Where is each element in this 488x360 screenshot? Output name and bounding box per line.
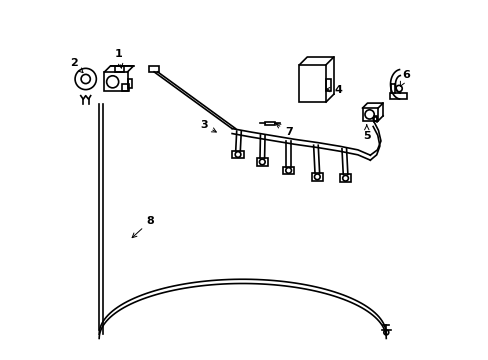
Bar bbox=[325, 79, 331, 91]
Bar bbox=[339, 174, 350, 182]
Bar bbox=[264, 122, 274, 125]
Text: 1: 1 bbox=[115, 49, 122, 68]
Bar bbox=[115, 66, 124, 72]
Bar bbox=[389, 93, 406, 99]
Bar bbox=[283, 167, 294, 174]
Bar bbox=[311, 173, 322, 181]
Text: 7: 7 bbox=[276, 123, 292, 137]
Bar bbox=[299, 65, 325, 102]
Bar bbox=[104, 72, 127, 91]
Bar bbox=[122, 84, 128, 91]
Bar bbox=[362, 108, 377, 121]
Bar bbox=[256, 158, 267, 166]
Text: 2: 2 bbox=[70, 58, 83, 73]
Text: 4: 4 bbox=[325, 85, 342, 95]
Text: 5: 5 bbox=[362, 125, 370, 141]
Bar bbox=[232, 150, 243, 158]
Text: 3: 3 bbox=[200, 120, 216, 132]
Text: 8: 8 bbox=[132, 216, 154, 238]
Bar bbox=[127, 79, 132, 88]
Text: 6: 6 bbox=[400, 71, 409, 86]
Bar bbox=[148, 66, 159, 72]
